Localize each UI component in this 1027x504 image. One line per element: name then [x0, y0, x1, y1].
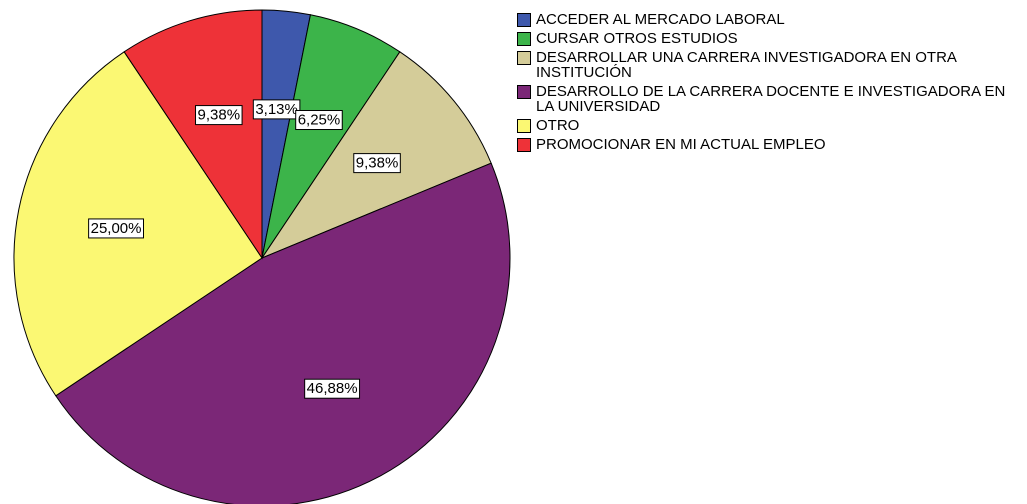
legend-swatch: [517, 51, 531, 65]
data-label-box: [295, 110, 343, 131]
legend-label: ACCEDER AL MERCADO LABORAL: [536, 11, 785, 28]
data-label-text: 46,88%: [307, 380, 358, 397]
legend-item: DESARROLLO DE LA CARRERA DOCENTE E INVES…: [517, 84, 1017, 114]
data-label: 46,88%: [304, 378, 361, 399]
legend-item: PROMOCIONAR EN MI ACTUAL EMPLEO: [517, 137, 1017, 152]
data-label-text: 6,25%: [298, 112, 341, 129]
chart: 3,13%6,25% 9,38% 46,88% 25,00% 9,38%: [13, 9, 511, 504]
data-label-box: [195, 105, 243, 126]
legend: ACCEDER AL MERCADO LABORAL CURSAR OTROS E…: [517, 12, 1017, 156]
data-label-text: 9,38%: [356, 155, 399, 172]
legend-item: CURSAR OTROS ESTUDIOS: [517, 31, 1017, 46]
legend-item: DESARROLLAR UNA CARRERA INVESTIGADORA EN…: [517, 50, 1017, 80]
data-label: 9,38%: [195, 105, 243, 126]
legend-swatch: [517, 138, 531, 152]
pie-slice: [55, 162, 511, 504]
legend-label: CURSAR OTROS ESTUDIOS: [536, 30, 738, 47]
legend-swatch: [517, 32, 531, 46]
legend-label: DESARROLLAR UNA CARRERA INVESTIGADORA EN…: [536, 49, 957, 81]
data-label-text: 9,38%: [198, 107, 241, 124]
data-label: 6,25%: [295, 110, 343, 131]
data-label-text: 25,00%: [91, 220, 142, 237]
data-label-box: [353, 153, 401, 174]
legend-label: OTRO: [536, 117, 580, 134]
legend-swatch: [517, 13, 531, 27]
legend-swatch: [517, 85, 531, 99]
legend-label: PROMOCIONAR EN MI ACTUAL EMPLEO: [536, 136, 826, 153]
data-label: 9,38%: [353, 153, 401, 174]
data-label-box: [88, 218, 144, 239]
data-label: 3,13%: [252, 99, 301, 120]
data-label: 25,00%: [88, 218, 144, 239]
pie-slice: [123, 9, 263, 260]
data-label-box: [304, 378, 361, 399]
data-label-box: [252, 99, 301, 120]
legend-label: DESARROLLO DE LA CARRERA DOCENTE E INVES…: [536, 83, 1006, 115]
legend-item: OTRO: [517, 118, 1017, 133]
legend-swatch: [517, 119, 531, 133]
legend-item: ACCEDER AL MERCADO LABORAL: [517, 12, 1017, 27]
data-label-text: 3,13%: [255, 101, 298, 118]
